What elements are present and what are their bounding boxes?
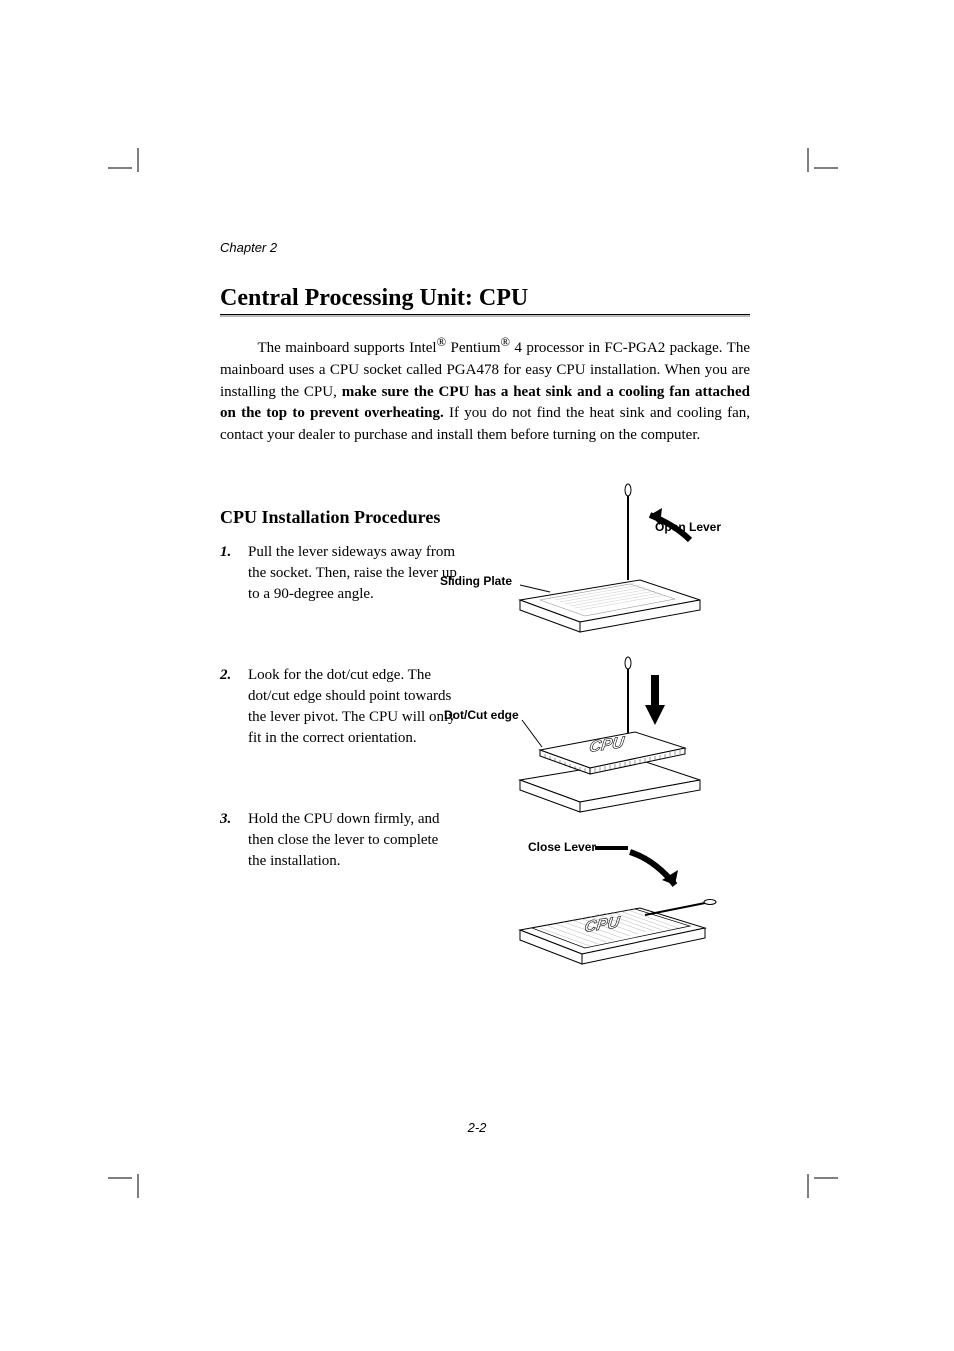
label-open-lever: Open Lever (655, 520, 721, 534)
intro-paragraph: The mainboard supports Intel® Pentium® 4… (220, 333, 750, 447)
step-3: 3. Hold the CPU down firmly, and then cl… (220, 809, 460, 872)
step-num: 1. (220, 542, 248, 605)
main-heading: Central Processing Unit: CPU (220, 285, 750, 315)
diagram-close-lever: CPU (480, 840, 740, 980)
page-number: 2-2 (0, 1120, 954, 1135)
steps-column: 1. Pull the lever sideways away from the… (220, 542, 460, 872)
step-2: 2. Look for the dot/cut edge. The dot/cu… (220, 665, 460, 749)
step-num: 3. (220, 809, 248, 872)
crop-mark-bl (108, 1158, 148, 1198)
intro-bold: make sure the CPU has a heat sink and a … (220, 384, 750, 422)
step-num: 2. (220, 665, 248, 749)
label-close-lever: Close Lever (528, 840, 596, 854)
diagram-open-lever (480, 480, 740, 660)
label-sliding-plate: Sliding Plate (440, 574, 512, 588)
label-dotcut: Dot/Cut edge (444, 708, 519, 722)
diagram-dotcut: CPU (480, 655, 740, 825)
crop-mark-tr (798, 148, 838, 188)
step-1: 1. Pull the lever sideways away from the… (220, 542, 460, 605)
step-text: Look for the dot/cut edge. The dot/cut e… (248, 665, 460, 749)
chapter-label: Chapter 2 (220, 240, 750, 255)
crop-mark-br (798, 1158, 838, 1198)
step-text: Hold the CPU down firmly, and then close… (248, 809, 460, 872)
crop-mark-tl (108, 148, 148, 188)
step-text: Pull the lever sideways away from the so… (248, 542, 460, 605)
